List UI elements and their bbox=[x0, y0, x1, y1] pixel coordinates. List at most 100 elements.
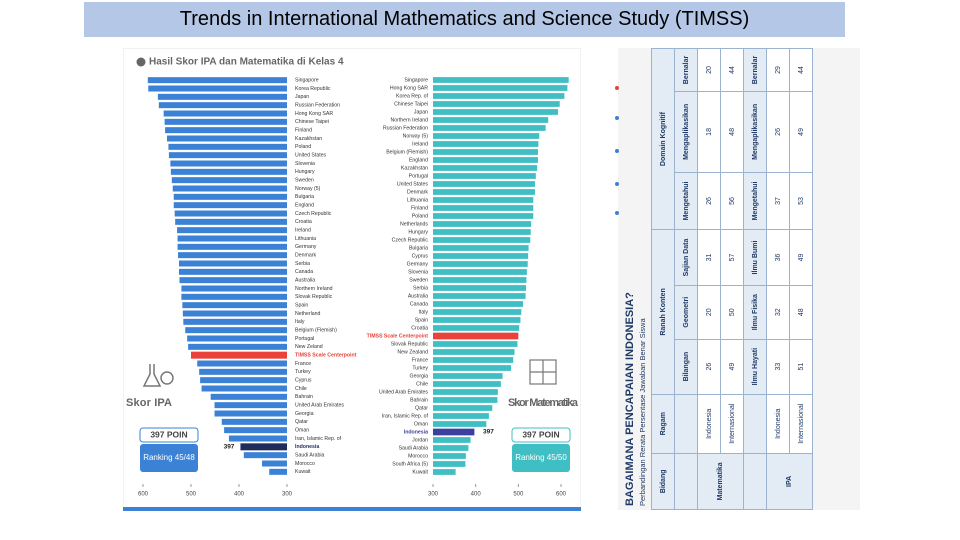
bar bbox=[175, 218, 287, 225]
bar bbox=[174, 210, 287, 217]
category-label: Jordan bbox=[412, 437, 428, 443]
bar bbox=[433, 237, 531, 243]
bar bbox=[433, 349, 515, 355]
bar bbox=[433, 245, 529, 251]
bar bbox=[172, 185, 287, 192]
category-label: Netherland bbox=[295, 311, 320, 317]
bar bbox=[179, 268, 287, 275]
bar bbox=[433, 125, 546, 131]
value-cell: 26 bbox=[766, 91, 790, 173]
bar bbox=[177, 227, 287, 234]
blank bbox=[674, 453, 698, 510]
category-label: Spain bbox=[415, 317, 428, 323]
domain-cell: Mengetahui bbox=[743, 172, 767, 230]
category-label: Finland bbox=[295, 128, 312, 134]
category-label: Kuwait bbox=[412, 469, 428, 475]
bar bbox=[433, 453, 466, 459]
bar bbox=[433, 173, 536, 179]
bar bbox=[433, 141, 539, 147]
x-tick-label: 600 bbox=[138, 492, 149, 498]
bar bbox=[171, 177, 287, 184]
category-label: Singapore bbox=[404, 77, 428, 83]
bar bbox=[243, 452, 287, 459]
category-label: Belgium (Flemish) bbox=[295, 328, 337, 334]
category-label: Bulgaria bbox=[409, 245, 428, 251]
category-label: England bbox=[295, 203, 314, 209]
bar bbox=[433, 181, 535, 187]
value-cell: 20 bbox=[697, 285, 721, 340]
value-cell: 51 bbox=[789, 339, 813, 395]
bar bbox=[182, 310, 287, 317]
category-label: Chinese Taipei bbox=[394, 101, 428, 107]
bar bbox=[433, 261, 528, 267]
category-label: Australia bbox=[408, 293, 428, 299]
bar bbox=[188, 343, 287, 350]
category-label: Sweden bbox=[295, 178, 314, 184]
bar bbox=[433, 197, 534, 203]
category-label: New Zealand bbox=[397, 349, 428, 355]
value-cell: 44 bbox=[789, 48, 813, 92]
value-cell: 56 bbox=[720, 172, 744, 230]
category-label: Italy bbox=[418, 309, 428, 315]
category-label: France bbox=[295, 361, 311, 367]
bar bbox=[201, 385, 287, 392]
category-label: Germany bbox=[407, 261, 429, 267]
bar bbox=[433, 133, 540, 139]
category-label: Kazakhstan bbox=[295, 136, 322, 142]
bar bbox=[433, 229, 531, 235]
category-label: Hong Kong SAR bbox=[295, 111, 333, 117]
domain-cell: Ilmu Fisika bbox=[743, 285, 767, 340]
category-label: Lithuania bbox=[295, 236, 316, 242]
bar bbox=[179, 260, 287, 267]
ranking-label: Ranking 45/50 bbox=[515, 453, 567, 462]
ranking-label: Ranking 45/48 bbox=[143, 453, 195, 462]
x-tick-label: 500 bbox=[186, 492, 197, 498]
category-label: Japan bbox=[295, 94, 309, 100]
bar bbox=[433, 101, 560, 107]
category-label: Slovak Republic bbox=[295, 294, 333, 300]
domain-cell: Ilmu Hayati bbox=[743, 339, 767, 395]
value-cell: 29 bbox=[766, 48, 790, 92]
value-cell: 31 bbox=[697, 229, 721, 286]
category-label: Belgium (Flemish) bbox=[386, 149, 428, 155]
category-label: United States bbox=[295, 153, 327, 159]
bar bbox=[185, 327, 287, 334]
side-dots bbox=[615, 86, 619, 215]
value-cell: 26 bbox=[697, 339, 721, 395]
bar bbox=[214, 402, 287, 409]
category-label: Sweden bbox=[409, 277, 428, 283]
value-cell: 57 bbox=[720, 229, 744, 286]
header-cell: Domain Kognitif bbox=[651, 48, 675, 230]
category-label: Saudi Arabia bbox=[399, 445, 429, 451]
category-label: Denmark bbox=[295, 253, 316, 259]
bar bbox=[433, 365, 512, 371]
category-label: Finland bbox=[411, 205, 428, 211]
table-subtitle: Perbandingan Rerata Persentase Jawaban B… bbox=[638, 318, 647, 506]
bar bbox=[214, 410, 287, 417]
value-cell: 20 bbox=[697, 48, 721, 92]
category-label: Serbia bbox=[413, 285, 428, 291]
bar bbox=[433, 77, 569, 83]
bar bbox=[183, 318, 287, 325]
bar bbox=[157, 93, 287, 100]
data-row: Internasional 49 50 57 56 48 44 bbox=[720, 48, 744, 510]
bar bbox=[433, 117, 549, 123]
bar bbox=[167, 135, 287, 142]
category-label: Indonesia bbox=[404, 429, 428, 435]
score-box bbox=[139, 427, 199, 443]
ranking-box bbox=[140, 444, 198, 472]
bar bbox=[433, 428, 475, 436]
category-label: Qatar bbox=[415, 405, 428, 411]
blank bbox=[743, 394, 767, 454]
category-label: Portugal bbox=[409, 173, 428, 179]
bar bbox=[433, 437, 471, 443]
bar bbox=[147, 77, 287, 84]
domain-row: Ilmu Hayati Ilmu Fisika Ilmu Bumi Mengetahu… bbox=[743, 48, 767, 510]
group-cell: Internasional bbox=[720, 394, 744, 454]
category-label: Slovenia bbox=[295, 161, 315, 167]
bar bbox=[433, 389, 498, 395]
bar bbox=[177, 235, 287, 242]
bar bbox=[433, 93, 565, 99]
bar bbox=[433, 341, 518, 347]
bar bbox=[177, 243, 287, 250]
